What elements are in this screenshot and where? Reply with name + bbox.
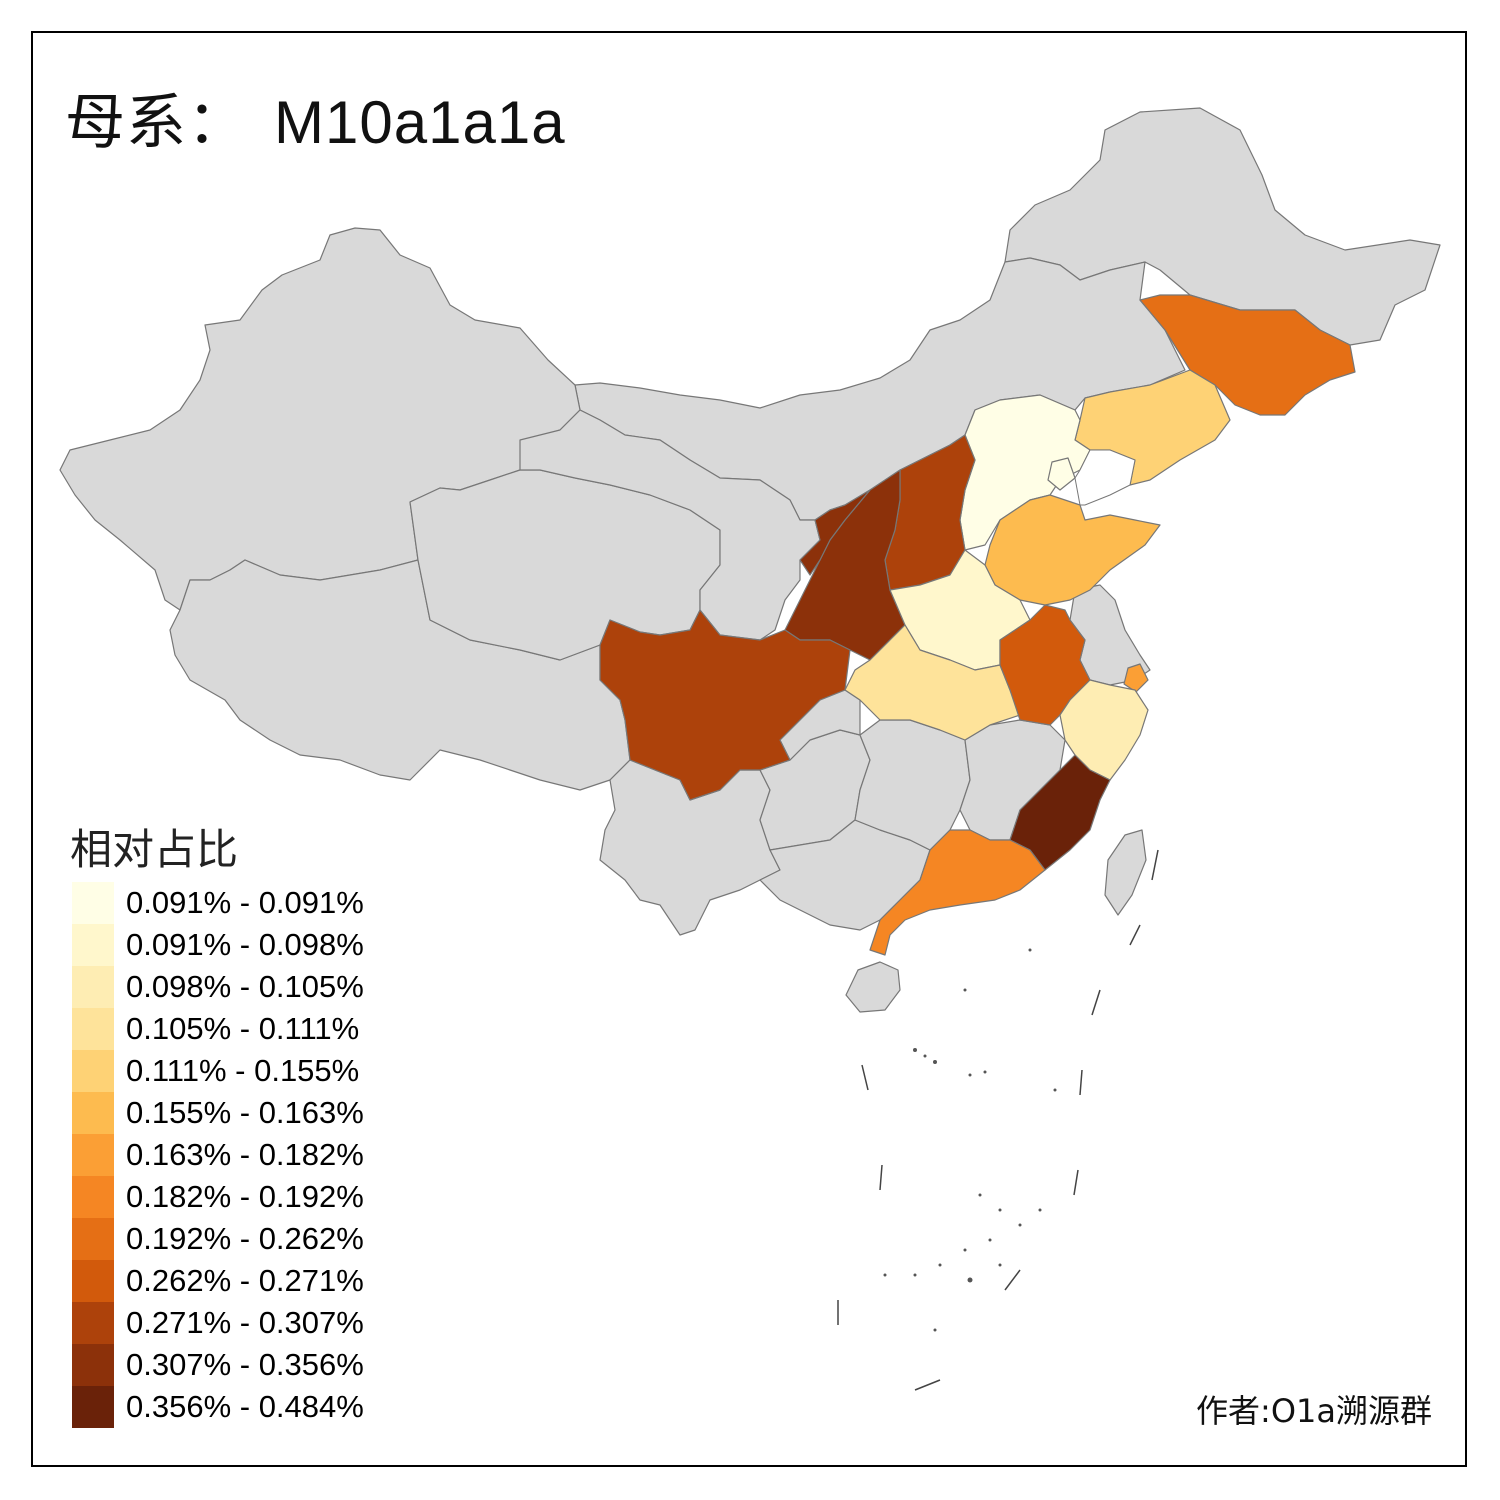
legend-swatch (72, 1008, 114, 1050)
province-sichuan (599, 609, 851, 801)
legend-label: 0.163% - 0.182% (126, 1137, 364, 1172)
legend-label: 0.262% - 0.271% (126, 1263, 364, 1298)
legend-label: 0.111% - 0.155% (126, 1053, 360, 1088)
legend-item: 0.155% - 0.163% (72, 1092, 364, 1134)
province-taiwan (1104, 829, 1147, 916)
legend-swatch (72, 1092, 114, 1134)
legend-label: 0.182% - 0.192% (126, 1179, 364, 1214)
province-hubei (844, 624, 1021, 741)
legend-item: 0.091% - 0.091% (72, 882, 364, 924)
scattered-islands (883, 948, 1057, 1332)
legend-label: 0.192% - 0.262% (126, 1221, 364, 1256)
bohai-sea (1074, 449, 1136, 506)
province-shanghai (1123, 663, 1149, 693)
legend-swatch (72, 1134, 114, 1176)
title-prefix: 母系： (65, 88, 248, 158)
legend-item: 0.182% - 0.192% (72, 1176, 364, 1218)
author-credit: 作者:O1a溯源群 (1196, 1392, 1432, 1430)
legend-label: 0.271% - 0.307% (126, 1305, 364, 1340)
legend-label: 0.091% - 0.098% (126, 927, 364, 962)
map-title: 母系： M10a1a1a (65, 74, 566, 161)
legend-label: 0.098% - 0.105% (126, 969, 364, 1004)
province-guangdong (869, 829, 1046, 956)
province-gansu (519, 409, 821, 641)
legend: 0.091% - 0.091% 0.091% - 0.098% 0.098% - 0… (72, 882, 364, 1428)
legend-swatch (72, 1386, 114, 1428)
legend-label: 0.105% - 0.111% (126, 1011, 360, 1046)
legend-swatch (72, 882, 114, 924)
legend-label: 0.356% - 0.484% (126, 1389, 364, 1424)
legend-swatch (72, 966, 114, 1008)
legend-item: 0.307% - 0.356% (72, 1344, 364, 1386)
legend-item: 0.091% - 0.098% (72, 924, 364, 966)
province-hainan (845, 961, 901, 1013)
legend-label: 0.091% - 0.091% (126, 885, 364, 920)
title-haplogroup: M10a1a1a (274, 89, 566, 156)
legend-title: 相对占比 (70, 825, 239, 874)
legend-swatch (72, 924, 114, 966)
legend-label: 0.307% - 0.356% (126, 1347, 364, 1382)
province-tianjin (1047, 457, 1076, 491)
legend-label: 0.155% - 0.163% (126, 1095, 364, 1130)
south-china-sea-marks (837, 849, 1159, 1391)
legend-swatch (72, 1302, 114, 1344)
legend-item: 0.098% - 0.105% (72, 966, 364, 1008)
legend-item: 0.262% - 0.271% (72, 1260, 364, 1302)
province-zhejiang (1059, 679, 1149, 781)
legend-swatch (72, 1218, 114, 1260)
legend-swatch (72, 1050, 114, 1092)
legend-item: 0.111% - 0.155% (72, 1050, 364, 1092)
legend-swatch (72, 1176, 114, 1218)
legend-item: 0.163% - 0.182% (72, 1134, 364, 1176)
legend-swatch (72, 1344, 114, 1386)
legend-swatch (72, 1260, 114, 1302)
legend-item: 0.105% - 0.111% (72, 1008, 364, 1050)
legend-item: 0.192% - 0.262% (72, 1218, 364, 1260)
legend-item: 0.271% - 0.307% (72, 1302, 364, 1344)
legend-item: 0.356% - 0.484% (72, 1386, 364, 1428)
province-ningxia (799, 489, 871, 576)
map-frame (31, 31, 1467, 1467)
